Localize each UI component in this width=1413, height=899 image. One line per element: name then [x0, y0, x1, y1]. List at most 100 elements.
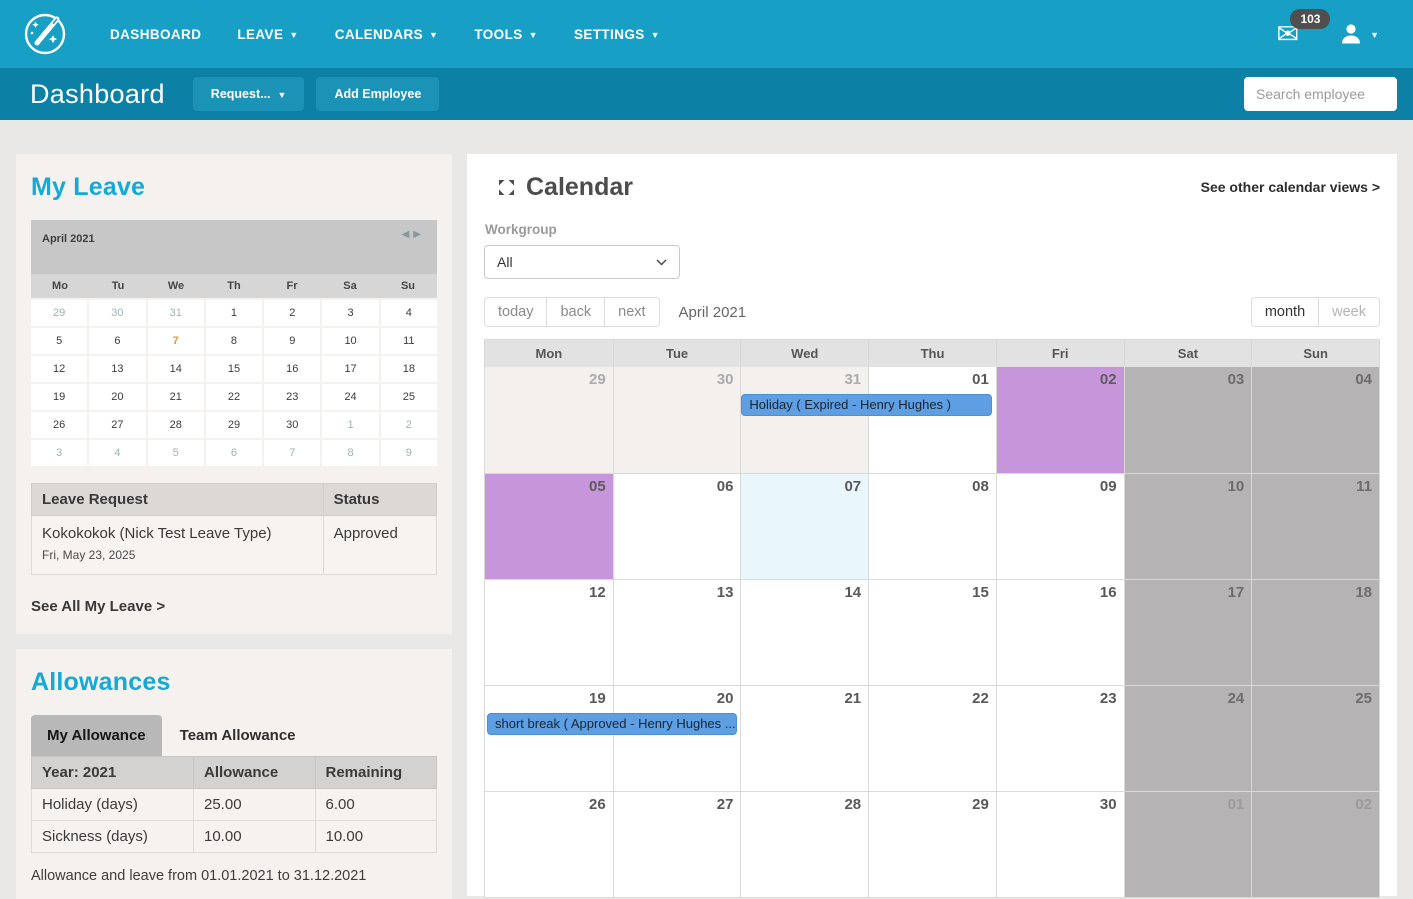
other-calendar-views-link[interactable]: See other calendar views >: [1200, 178, 1380, 195]
calendar-day-cell[interactable]: 30: [612, 367, 741, 473]
week-view-button[interactable]: week: [1318, 297, 1380, 327]
calendar-day-cell[interactable]: 30: [995, 792, 1124, 897]
mini-calendar-day[interactable]: 4: [89, 440, 146, 466]
calendar-day-cell[interactable]: 29: [485, 367, 613, 473]
mini-calendar-day[interactable]: 5: [147, 440, 204, 466]
mini-calendar-day[interactable]: 31: [147, 300, 204, 326]
mini-calendar-day[interactable]: 18: [380, 356, 437, 382]
leave-event[interactable]: Holiday ( Expired - Henry Hughes ): [741, 394, 992, 416]
mini-calendar-today[interactable]: 7: [147, 328, 204, 354]
calendar-day-cell-holiday[interactable]: 02: [995, 367, 1124, 473]
nav-calendars[interactable]: CALENDARS ▼: [335, 27, 439, 42]
mini-calendar-day[interactable]: 27: [89, 412, 146, 438]
calendar-day-cell[interactable]: 08: [868, 474, 996, 579]
calendar-day-cell[interactable]: 22: [868, 686, 996, 791]
calendar-day-cell-weekend[interactable]: 04: [1251, 367, 1379, 473]
user-menu-button[interactable]: ▼: [1339, 22, 1379, 46]
calendar-day-cell[interactable]: 29: [868, 792, 996, 897]
leave-event[interactable]: short break ( Approved - Henry Hughes ..…: [487, 713, 738, 735]
mini-calendar-day[interactable]: 29: [31, 300, 88, 326]
mini-calendar-day[interactable]: 11: [380, 328, 437, 354]
mini-calendar-day[interactable]: 12: [31, 356, 88, 382]
calendar-day-cell[interactable]: 01: [868, 367, 996, 473]
mini-calendar-day[interactable]: 9: [264, 328, 321, 354]
workgroup-select[interactable]: All: [484, 245, 680, 279]
calendar-day-cell[interactable]: 13: [612, 580, 741, 685]
calendar-day-cell-today[interactable]: 07: [740, 474, 869, 579]
mini-calendar-day[interactable]: 3: [322, 300, 379, 326]
mini-calendar-day[interactable]: 9: [380, 440, 437, 466]
mini-calendar-prev-icon[interactable]: ◀: [401, 229, 414, 240]
calendar-day-cell-weekend[interactable]: 03: [1123, 367, 1252, 473]
calendar-day-cell-weekend[interactable]: 25: [1251, 686, 1379, 791]
mini-calendar-day[interactable]: 6: [205, 440, 263, 466]
mini-calendar-day[interactable]: 25: [380, 384, 437, 410]
calendar-day-cell[interactable]: 20: [612, 686, 741, 791]
calendar-day-cell-weekend[interactable]: 11: [1251, 474, 1379, 579]
nav-dashboard[interactable]: DASHBOARD: [110, 27, 201, 42]
mini-calendar-day[interactable]: 1: [205, 300, 263, 326]
calendar-day-cell[interactable]: 21: [740, 686, 869, 791]
nav-tools[interactable]: TOOLS ▼: [474, 27, 538, 42]
nav-settings[interactable]: SETTINGS ▼: [574, 27, 660, 42]
mini-calendar-day[interactable]: 10: [322, 328, 379, 354]
tab-my-allowance[interactable]: My Allowance: [31, 715, 162, 756]
mini-calendar-day[interactable]: 22: [205, 384, 263, 410]
add-employee-button[interactable]: Add Employee: [316, 77, 440, 111]
mini-calendar-day[interactable]: 5: [31, 328, 88, 354]
month-view-button[interactable]: month: [1250, 297, 1320, 327]
mini-calendar-day[interactable]: 2: [380, 412, 437, 438]
expand-icon[interactable]: [498, 179, 515, 196]
mini-calendar-day[interactable]: 20: [89, 384, 146, 410]
mini-calendar-day[interactable]: 26: [31, 412, 88, 438]
mini-calendar-day[interactable]: 16: [264, 356, 321, 382]
app-logo-icon[interactable]: [22, 11, 68, 57]
calendar-day-cell-weekend[interactable]: 17: [1123, 580, 1252, 685]
mini-calendar-day[interactable]: 17: [322, 356, 379, 382]
table-row[interactable]: Kokokokok (Nick Test Leave Type) Fri, Ma…: [31, 515, 438, 575]
mini-calendar-day[interactable]: 15: [205, 356, 263, 382]
mini-calendar-day[interactable]: 14: [147, 356, 204, 382]
mini-calendar-day[interactable]: 30: [89, 300, 146, 326]
calendar-day-cell[interactable]: 23: [995, 686, 1124, 791]
mini-calendar-day[interactable]: 1: [322, 412, 379, 438]
calendar-day-cell-weekend[interactable]: 18: [1251, 580, 1379, 685]
calendar-day-cell-weekend[interactable]: 02: [1251, 792, 1379, 897]
today-button[interactable]: today: [484, 297, 548, 327]
calendar-day-cell[interactable]: 26: [485, 792, 613, 897]
calendar-day-cell[interactable]: 31: [740, 367, 869, 473]
tab-team-allowance[interactable]: Team Allowance: [179, 727, 296, 744]
next-button[interactable]: next: [604, 297, 660, 327]
mini-calendar-day[interactable]: 24: [322, 384, 379, 410]
request-button[interactable]: Request... ▼: [192, 77, 305, 111]
calendar-day-cell[interactable]: 06: [612, 474, 741, 579]
mini-calendar-day[interactable]: 23: [264, 384, 321, 410]
calendar-day-cell[interactable]: 15: [868, 580, 996, 685]
calendar-day-cell-weekend[interactable]: 10: [1123, 474, 1252, 579]
back-button[interactable]: back: [546, 297, 606, 327]
mini-calendar-day[interactable]: 28: [147, 412, 204, 438]
mini-calendar-day[interactable]: 8: [322, 440, 379, 466]
messages-button[interactable]: ✉ 103: [1276, 8, 1331, 48]
see-all-my-leave-link[interactable]: See All My Leave >: [31, 598, 166, 615]
mini-calendar-day[interactable]: 30: [264, 412, 321, 438]
calendar-day-cell-weekend[interactable]: 24: [1123, 686, 1252, 791]
calendar-day-cell[interactable]: 09: [995, 474, 1124, 579]
mini-calendar-day[interactable]: 7: [264, 440, 321, 466]
calendar-day-cell[interactable]: 19: [485, 686, 613, 791]
mini-calendar-day[interactable]: 21: [147, 384, 204, 410]
mini-calendar-next-icon[interactable]: ▶: [413, 229, 425, 240]
mini-calendar-day[interactable]: 4: [380, 300, 437, 326]
mini-calendar-day[interactable]: 19: [31, 384, 88, 410]
search-employee-input[interactable]: [1244, 77, 1397, 111]
nav-leave[interactable]: LEAVE ▼: [237, 27, 298, 42]
calendar-day-cell-weekend[interactable]: 01: [1123, 792, 1252, 897]
mini-calendar-day[interactable]: 2: [264, 300, 321, 326]
calendar-day-cell[interactable]: 16: [995, 580, 1124, 685]
calendar-day-cell-holiday[interactable]: 05: [485, 474, 613, 579]
mini-calendar-day[interactable]: 8: [205, 328, 263, 354]
calendar-day-cell[interactable]: 14: [740, 580, 869, 685]
calendar-day-cell[interactable]: 27: [612, 792, 741, 897]
mini-calendar-day[interactable]: 6: [89, 328, 146, 354]
mini-calendar-day[interactable]: 29: [205, 412, 263, 438]
